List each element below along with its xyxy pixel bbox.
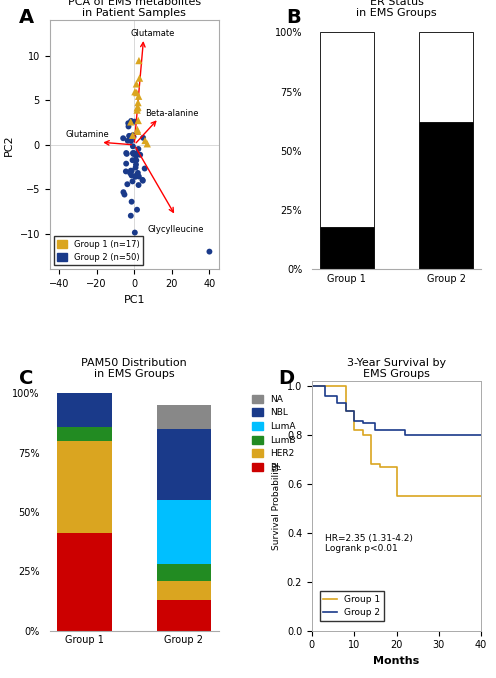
Bar xyxy=(157,564,211,581)
Y-axis label: PC2: PC2 xyxy=(4,134,14,156)
Point xyxy=(134,180,142,191)
Line: Group 1: Group 1 xyxy=(312,386,481,496)
Bar xyxy=(157,405,211,429)
Bar xyxy=(58,393,112,426)
Group 1 xyxy=(343,407,349,415)
Bar xyxy=(419,122,473,269)
Point xyxy=(121,189,128,200)
Point xyxy=(136,149,144,160)
Point xyxy=(133,102,141,113)
Point xyxy=(119,133,127,144)
Point xyxy=(127,117,135,127)
Title: PAM50 Distribution
in EMS Groups: PAM50 Distribution in EMS Groups xyxy=(81,358,187,379)
Point xyxy=(131,155,139,165)
Group 2 xyxy=(321,392,327,400)
Point xyxy=(129,129,137,140)
Point xyxy=(141,135,149,146)
Point xyxy=(127,197,135,207)
Group 2 xyxy=(334,399,340,407)
Group 2 xyxy=(372,426,378,435)
Point xyxy=(134,102,142,113)
Point xyxy=(139,132,147,143)
Point xyxy=(130,148,138,159)
Point xyxy=(122,166,130,177)
Group 1 xyxy=(309,382,315,391)
Group 1 xyxy=(368,460,374,468)
Point xyxy=(125,130,133,141)
Point xyxy=(133,124,141,135)
Point xyxy=(123,148,130,159)
Group 2 xyxy=(360,419,366,427)
Point xyxy=(128,130,136,141)
Y-axis label: Survival Probability: Survival Probability xyxy=(272,462,281,550)
Point xyxy=(132,155,140,165)
Bar xyxy=(157,500,211,564)
Text: Glutamate: Glutamate xyxy=(131,29,175,38)
Point xyxy=(129,141,137,152)
Text: B: B xyxy=(287,8,301,27)
Point xyxy=(133,104,141,115)
Point xyxy=(130,116,138,127)
Group 2 xyxy=(415,431,421,439)
Group 2 xyxy=(351,416,357,424)
Point xyxy=(124,179,131,190)
Point xyxy=(129,148,137,159)
Point xyxy=(131,171,139,182)
Text: HR=2.35 (1.31-4.2)
Logrank p<0.01: HR=2.35 (1.31-4.2) Logrank p<0.01 xyxy=(325,534,413,553)
Point xyxy=(131,86,139,97)
Point xyxy=(134,167,142,178)
Group 2 xyxy=(402,431,408,439)
Title: ER Status
in EMS Groups: ER Status in EMS Groups xyxy=(356,0,437,18)
Legend: Group 1 (n=17), Group 2 (n=50): Group 1 (n=17), Group 2 (n=50) xyxy=(54,237,143,265)
Text: Glutamine: Glutamine xyxy=(65,129,109,139)
Point xyxy=(127,165,135,176)
Bar xyxy=(419,32,473,122)
Point xyxy=(133,204,141,215)
Group 2 xyxy=(343,407,349,415)
Point xyxy=(138,174,146,185)
Point xyxy=(127,170,135,181)
Group 1 xyxy=(415,492,421,500)
Point xyxy=(131,227,139,238)
Point xyxy=(127,136,135,146)
Point xyxy=(139,176,147,186)
Bar xyxy=(58,534,112,631)
Point xyxy=(132,159,140,170)
Point xyxy=(124,136,131,146)
X-axis label: Months: Months xyxy=(373,656,420,666)
Group 1 xyxy=(393,492,399,500)
Point xyxy=(132,151,140,161)
Point xyxy=(134,97,142,108)
Text: Glycylleucine: Glycylleucine xyxy=(147,225,204,234)
Text: A: A xyxy=(19,8,34,27)
Point xyxy=(127,132,135,142)
Text: Beta-alanine: Beta-alanine xyxy=(145,109,198,118)
Group 2 xyxy=(309,382,315,391)
Point xyxy=(134,115,142,126)
Group 2 xyxy=(428,431,434,439)
Title: 3-Year Survival by
EMS Groups: 3-Year Survival by EMS Groups xyxy=(347,358,446,379)
Point xyxy=(124,118,132,129)
Group 1 xyxy=(376,463,382,471)
Point xyxy=(124,121,132,132)
Point xyxy=(143,138,151,149)
Point xyxy=(205,246,213,257)
Point xyxy=(128,155,136,165)
Line: Group 2: Group 2 xyxy=(312,386,481,435)
Point xyxy=(134,126,142,137)
Text: D: D xyxy=(278,369,294,388)
Point xyxy=(134,91,142,102)
Bar xyxy=(157,581,211,600)
Point xyxy=(126,167,134,178)
Bar xyxy=(58,441,112,534)
Point xyxy=(120,186,127,197)
Point xyxy=(135,55,143,66)
Legend: ER_neg, ER_pos: ER_neg, ER_pos xyxy=(494,87,496,117)
Group 1 xyxy=(360,431,366,439)
Point xyxy=(135,73,143,83)
Title: PCA of EMS metabolites
in Patient Samples: PCA of EMS metabolites in Patient Sample… xyxy=(67,0,201,18)
Point xyxy=(123,148,130,159)
Bar xyxy=(58,426,112,441)
Point xyxy=(134,144,142,155)
Point xyxy=(127,115,135,126)
